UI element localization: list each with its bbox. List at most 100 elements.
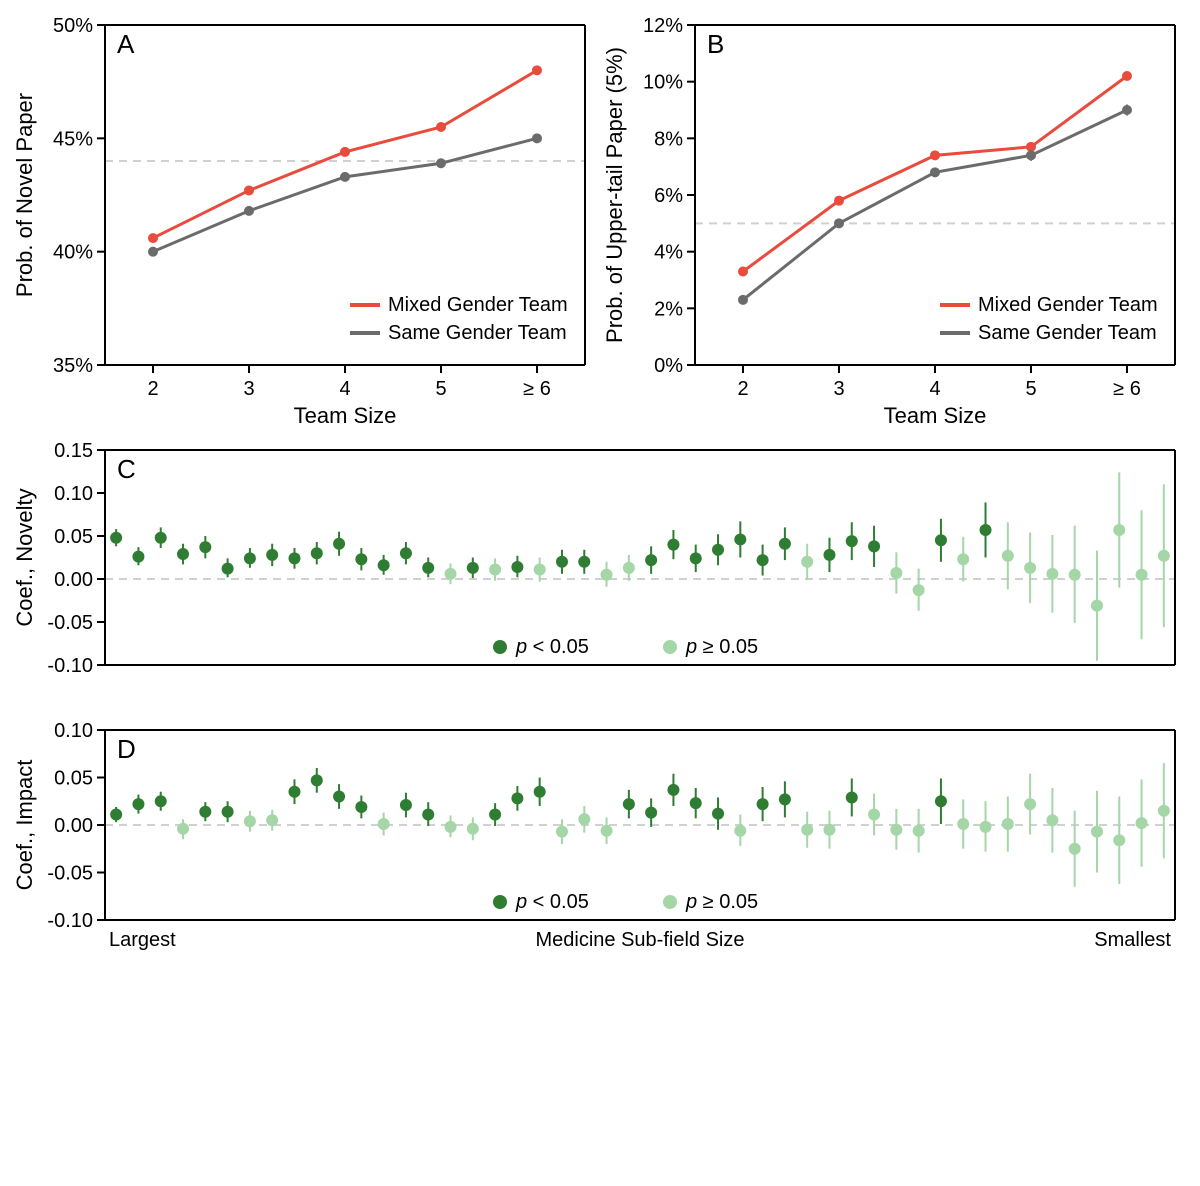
y-tick-label: 6%: [654, 185, 683, 207]
coef-dot: [980, 524, 992, 536]
y-tick-label: 40%: [53, 242, 93, 264]
coef-dot: [355, 801, 367, 813]
coef-dot: [1091, 826, 1103, 838]
x-tick-label: 2: [147, 378, 158, 400]
data-marker: [738, 295, 748, 305]
data-marker: [834, 218, 844, 228]
y-tick-label: 45%: [53, 128, 93, 150]
y-tick-label: 4%: [654, 242, 683, 264]
chart-panel-a: 35%40%45%50%2345≥ 6Team SizeProb. of Nov…: [10, 10, 600, 440]
coef-dot: [913, 584, 925, 596]
coef-dot: [734, 825, 746, 837]
coef-dot: [868, 540, 880, 552]
coef-dot: [801, 824, 813, 836]
x-right-label: Smallest: [1094, 929, 1171, 951]
coef-dot: [779, 793, 791, 805]
y-tick-label: 0%: [654, 355, 683, 377]
legend-dot-icon: [663, 895, 677, 909]
data-marker: [532, 133, 542, 143]
x-tick-label: ≥ 6: [523, 378, 551, 400]
legend-dot-icon: [493, 640, 507, 654]
coef-dot: [846, 791, 858, 803]
x-tick-label: 3: [833, 378, 844, 400]
legend: p < 0.05p ≥ 0.05: [493, 891, 758, 913]
coef-dot: [489, 564, 501, 576]
data-marker: [244, 185, 254, 195]
legend: Mixed Gender TeamSame Gender Team: [350, 294, 568, 344]
panel-c: -0.10-0.050.000.050.100.15Coef., Novelty…: [10, 440, 1190, 720]
coef-dot: [534, 786, 546, 798]
chart-panel-c: -0.10-0.050.000.050.100.15Coef., Novelty…: [10, 440, 1190, 720]
coef-dot: [534, 564, 546, 576]
coef-dot: [155, 532, 167, 544]
legend-label: Same Gender Team: [978, 322, 1157, 344]
panel-letter: B: [707, 29, 724, 59]
legend: Mixed Gender TeamSame Gender Team: [940, 294, 1158, 344]
coef-dot: [467, 823, 479, 835]
coef-dot: [311, 774, 323, 786]
coef-dot: [1158, 550, 1170, 562]
coef-dot: [155, 795, 167, 807]
coef-dot: [823, 824, 835, 836]
coef-dot: [667, 539, 679, 551]
legend-label: p < 0.05: [515, 636, 589, 658]
y-tick-label: 0.00: [54, 815, 93, 837]
coef-dot: [266, 549, 278, 561]
coef-dot: [578, 556, 590, 568]
x-axis-label: Team Size: [884, 403, 987, 428]
legend-label: p < 0.05: [515, 891, 589, 913]
y-tick-label: 35%: [53, 355, 93, 377]
coef-dot: [846, 535, 858, 547]
y-tick-label: -0.10: [47, 655, 93, 677]
coef-dot: [578, 813, 590, 825]
coef-dot: [177, 548, 189, 560]
coef-dot: [935, 795, 947, 807]
x-left-label: Largest: [109, 929, 176, 951]
data-marker: [532, 65, 542, 75]
figure-container: 35%40%45%50%2345≥ 6Team SizeProb. of Nov…: [10, 10, 1190, 980]
coef-dot: [712, 808, 724, 820]
data-marker: [244, 206, 254, 216]
coef-dot: [110, 532, 122, 544]
coef-dot: [511, 561, 523, 573]
coef-dot: [868, 809, 880, 821]
coef-dot: [244, 815, 256, 827]
coef-dot: [690, 797, 702, 809]
coef-dot: [556, 556, 568, 568]
line-series: [743, 110, 1127, 300]
y-tick-label: 2%: [654, 298, 683, 320]
row-ab: 35%40%45%50%2345≥ 6Team SizeProb. of Nov…: [10, 10, 1190, 440]
coef-dot: [1091, 600, 1103, 612]
y-axis-label: Prob. of Upper-tail Paper (5%): [602, 47, 627, 343]
coef-dot: [400, 799, 412, 811]
data-marker: [148, 247, 158, 257]
coef-dot: [288, 552, 300, 564]
x-tick-label: 5: [1025, 378, 1036, 400]
coef-dot: [957, 818, 969, 830]
y-tick-label: -0.05: [47, 863, 93, 885]
panel-letter: D: [117, 734, 136, 764]
y-tick-label: 8%: [654, 128, 683, 150]
y-tick-label: 10%: [643, 72, 683, 94]
legend-label: Same Gender Team: [388, 322, 567, 344]
x-tick-label: 2: [737, 378, 748, 400]
x-tick-label: 5: [435, 378, 446, 400]
x-center-label: Medicine Sub-field Size: [536, 929, 745, 951]
panel-a: 35%40%45%50%2345≥ 6Team SizeProb. of Nov…: [10, 10, 600, 440]
coef-dot: [1024, 562, 1036, 574]
coef-dot: [1113, 834, 1125, 846]
y-tick-label: 0.05: [54, 526, 93, 548]
coef-dot: [556, 826, 568, 838]
coef-dot: [712, 544, 724, 556]
coef-dot: [445, 568, 457, 580]
y-axis-label: Coef., Impact: [12, 760, 37, 891]
data-marker: [436, 158, 446, 168]
coef-dot: [935, 534, 947, 546]
coef-dot: [244, 552, 256, 564]
data-marker: [340, 172, 350, 182]
coef-dot: [890, 567, 902, 579]
data-marker: [148, 233, 158, 243]
coef-dot: [757, 554, 769, 566]
coef-dot: [355, 553, 367, 565]
legend-label: p ≥ 0.05: [685, 636, 758, 658]
